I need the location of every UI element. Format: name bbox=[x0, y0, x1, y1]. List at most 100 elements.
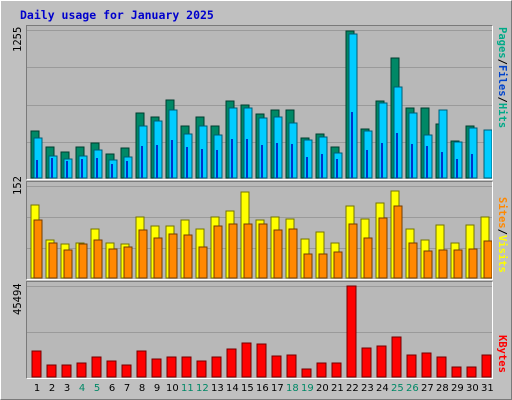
day-label: 2 bbox=[48, 383, 56, 394]
day-label: 29 bbox=[451, 383, 464, 394]
kbytes-bar bbox=[151, 358, 162, 378]
legend-pages-files-hits: Pages/Files/Hits bbox=[496, 27, 508, 128]
sites-bar bbox=[63, 249, 73, 279]
sites-bar bbox=[348, 223, 358, 279]
kbytes-bar bbox=[376, 345, 387, 378]
sites-bar bbox=[423, 250, 433, 279]
kbytes-bar bbox=[391, 336, 402, 378]
sites-bar bbox=[303, 253, 313, 279]
sites-bar bbox=[108, 248, 118, 279]
files-bar bbox=[231, 139, 233, 178]
files-bar bbox=[171, 140, 173, 178]
files-bar bbox=[441, 152, 443, 178]
day-label: 5 bbox=[93, 383, 101, 394]
sites-bar bbox=[363, 237, 373, 279]
day-label: 12 bbox=[196, 383, 209, 394]
kbytes-bar bbox=[91, 356, 102, 378]
sites-bar bbox=[123, 246, 133, 279]
files-bar bbox=[456, 159, 458, 178]
kbytes-bar bbox=[346, 285, 357, 378]
hits-files-pages-chart bbox=[27, 30, 492, 179]
sites-bar bbox=[288, 228, 298, 279]
kbytes-bar bbox=[286, 354, 297, 378]
kbytes-bar bbox=[31, 350, 42, 378]
sites-bar bbox=[483, 240, 492, 279]
legend-entry: Visits bbox=[496, 234, 508, 273]
kbytes-bar bbox=[361, 347, 372, 378]
kbytes-panel bbox=[26, 281, 493, 379]
sites-bar bbox=[33, 219, 43, 279]
kbytes-bar bbox=[211, 356, 222, 378]
hits-files-pages-panel bbox=[26, 25, 493, 180]
kbytes-bar bbox=[61, 364, 72, 378]
sites-bar bbox=[258, 223, 268, 279]
y-max-label-middle: 152 bbox=[12, 176, 24, 195]
kbytes-bar bbox=[46, 364, 57, 378]
files-bar bbox=[306, 157, 308, 178]
sites-bar bbox=[468, 248, 478, 279]
sites-bar bbox=[78, 243, 88, 279]
files-bar bbox=[66, 161, 68, 178]
day-label: 13 bbox=[211, 383, 224, 394]
files-bar bbox=[351, 112, 353, 178]
kbytes-chart bbox=[27, 285, 492, 378]
day-label: 3 bbox=[63, 383, 71, 394]
files-bar bbox=[36, 160, 38, 178]
files-bar bbox=[411, 144, 413, 178]
files-bar bbox=[216, 150, 218, 178]
kbytes-bar bbox=[121, 364, 132, 378]
kbytes-bar bbox=[181, 356, 192, 378]
kbytes-bar bbox=[271, 355, 282, 378]
files-bar bbox=[426, 146, 428, 178]
day-label: 23 bbox=[361, 383, 374, 394]
y-max-label-bottom: 45494 bbox=[12, 283, 24, 315]
files-bar bbox=[381, 143, 383, 178]
sites-bar bbox=[168, 233, 178, 279]
legend-entry: KBytes bbox=[496, 335, 508, 373]
sites-bar bbox=[453, 249, 463, 279]
sites-bar bbox=[243, 223, 253, 279]
kbytes-bar bbox=[256, 343, 267, 378]
day-label: 4 bbox=[78, 383, 86, 394]
files-bar bbox=[471, 154, 473, 178]
files-bar bbox=[201, 149, 203, 178]
day-label: 21 bbox=[331, 383, 344, 394]
kbytes-bar bbox=[466, 366, 477, 378]
sites-bar bbox=[138, 229, 148, 279]
day-label: 30 bbox=[466, 383, 479, 394]
files-bar bbox=[321, 154, 323, 178]
sites-bar bbox=[273, 229, 283, 279]
files-bar bbox=[186, 147, 188, 178]
legend-entry: Pages bbox=[496, 27, 508, 59]
day-label: 18 bbox=[286, 383, 299, 394]
visits-sites-panel bbox=[26, 181, 493, 280]
legend-sites-visits: Sites/Visits bbox=[496, 197, 508, 273]
day-label: 24 bbox=[376, 383, 389, 394]
kbytes-bar bbox=[241, 342, 252, 378]
sites-bar bbox=[198, 246, 208, 279]
legend-entry: Hits bbox=[496, 102, 508, 129]
legend-entry: Files bbox=[496, 64, 508, 97]
y-max-label-top: 1255 bbox=[12, 26, 24, 52]
kbytes-bar bbox=[316, 362, 327, 378]
kbytes-bar bbox=[451, 366, 462, 378]
day-label: 27 bbox=[421, 383, 434, 394]
files-bar bbox=[96, 158, 98, 178]
sites-bar bbox=[93, 239, 103, 279]
kbytes-bar bbox=[106, 360, 117, 378]
files-bar bbox=[126, 161, 128, 178]
day-label: 28 bbox=[436, 383, 449, 394]
sites-bar bbox=[438, 249, 448, 279]
day-label: 6 bbox=[108, 383, 116, 394]
sites-bar bbox=[183, 234, 193, 279]
hits-bar bbox=[483, 129, 492, 179]
day-label: 11 bbox=[181, 383, 194, 394]
day-label: 26 bbox=[406, 383, 419, 394]
day-label: 1 bbox=[33, 383, 41, 394]
kbytes-bar bbox=[301, 368, 312, 378]
day-label: 14 bbox=[226, 383, 239, 394]
files-bar bbox=[156, 145, 158, 178]
chart-title: Daily usage for January 2025 bbox=[20, 8, 214, 22]
kbytes-bar bbox=[166, 356, 177, 378]
day-label: 22 bbox=[346, 383, 359, 394]
